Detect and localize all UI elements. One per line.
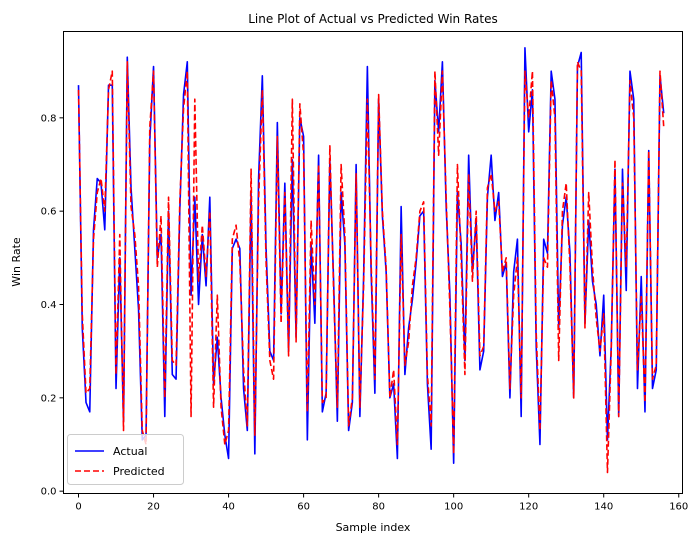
legend-box	[67, 434, 184, 485]
y-tick-label: 0.2	[41, 393, 57, 404]
legend-label-actual: Actual	[113, 445, 147, 458]
x-tick-label: 140	[594, 502, 613, 513]
x-tick-label: 80	[372, 502, 385, 513]
plot-frame	[63, 31, 683, 494]
chart-title: Line Plot of Actual vs Predicted Win Rat…	[248, 12, 497, 26]
x-tick-label: 40	[222, 502, 235, 513]
legend: Actual Predicted	[67, 434, 184, 485]
plot-area	[63, 31, 683, 494]
x-tick-label: 100	[444, 502, 463, 513]
y-tick-label: 0.4	[41, 300, 57, 311]
y-tick-label: 0.8	[41, 113, 57, 124]
x-tick-label: 160	[669, 502, 688, 513]
series-layer	[77, 47, 665, 474]
x-tick-label: 60	[297, 502, 310, 513]
y-axis-ticks: 0.0 0.2 0.4 0.6 0.8	[41, 113, 64, 498]
y-axis-label: Win Rate	[10, 237, 23, 287]
x-tick-label: 20	[147, 502, 160, 513]
y-tick-label: 0.0	[41, 487, 57, 498]
legend-label-predicted: Predicted	[113, 465, 165, 478]
x-tick-label: 120	[519, 502, 538, 513]
series-line-predicted	[77, 61, 665, 474]
x-axis-ticks: 0 20 40 60 80 100 120 140 160	[75, 493, 688, 513]
x-tick-label: 0	[75, 502, 81, 513]
x-axis-label: Sample index	[336, 521, 411, 534]
y-tick-label: 0.6	[41, 207, 57, 218]
